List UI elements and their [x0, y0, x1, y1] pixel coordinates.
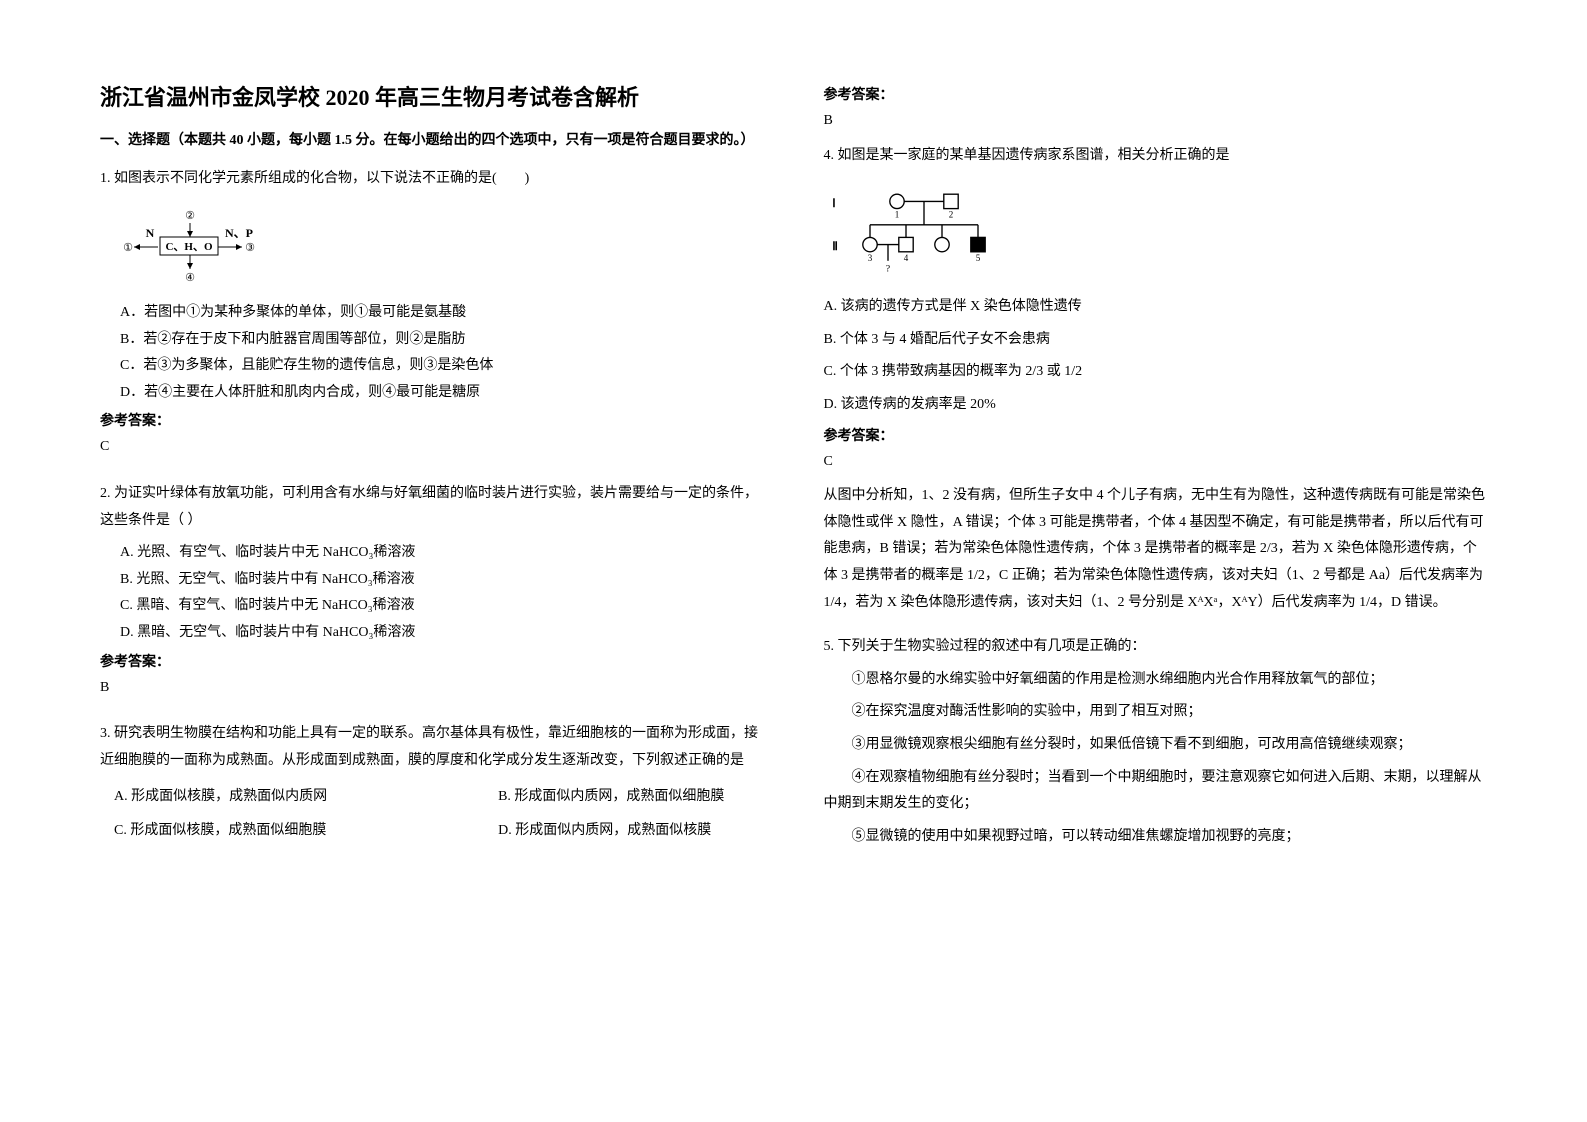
q1-opt-b: B．若②存在于皮下和内脏器官周围等部位，则②是脂肪 — [120, 327, 764, 354]
q3-options-2: C. 形成面似核膜，成熟面似细胞膜 D. 形成面似内质网，成熟面似核膜 — [100, 814, 764, 848]
q3-opt-d: D. 形成面似内质网，成熟面似核膜 — [498, 814, 763, 848]
question-5: 5. 下列关于生物实验过程的叙述中有几项是正确的： ①恩格尔曼的水绵实验中好氧细… — [824, 634, 1488, 856]
svg-text:④: ④ — [185, 272, 195, 284]
svg-text:N: N — [146, 226, 155, 240]
q1-answer-label: 参考答案： — [100, 410, 764, 430]
question-3: 3. 研究表明生物膜在结构和功能上具有一定的联系。高尔基体具有极性，靠近细胞核的… — [100, 721, 764, 847]
q2-answer: B — [100, 675, 764, 702]
q4-opt-a: A. 该病的遗传方式是伴 X 染色体隐性遗传 — [824, 294, 1488, 321]
q4-explanation: 从图中分析知，1、2 没有病，但所生子女中 4 个儿子有病，无中生有为隐性，这种… — [824, 483, 1488, 616]
page-title: 浙江省温州市金凤学校 2020 年高三生物月考试卷含解析 — [100, 80, 764, 112]
svg-text:③: ③ — [245, 242, 255, 254]
q5-item4: ④在观察植物细胞有丝分裂时；当看到一个中期细胞时，要注意观察它如何进入后期、末期… — [824, 765, 1488, 818]
svg-text:①: ① — [123, 242, 133, 254]
q4-answer: C — [824, 449, 1488, 476]
q3-answer: B — [824, 108, 1488, 135]
q1-prompt: 1. 如图表示不同化学元素所组成的化合物，以下说法不正确的是( ) — [100, 166, 764, 193]
q5-prompt: 5. 下列关于生物实验过程的叙述中有几项是正确的： — [824, 634, 1488, 661]
q2-answer-label: 参考答案： — [100, 651, 764, 671]
q3-prompt: 3. 研究表明生物膜在结构和功能上具有一定的联系。高尔基体具有极性，靠近细胞核的… — [100, 721, 764, 774]
q1-answer: C — [100, 434, 764, 461]
q1-opt-a: A．若图中①为某种多聚体的单体，则①最可能是氨基酸 — [120, 300, 764, 327]
q5-item5: ⑤显微镜的使用中如果视野过暗，可以转动细准焦螺旋增加视野的亮度； — [824, 824, 1488, 851]
question-2: 2. 为证实叶绿体有放氧功能，可利用含有水绵与好氧细菌的临时装片进行实验，装片需… — [100, 481, 764, 709]
svg-text:3: 3 — [867, 253, 872, 263]
q5-item1: ①恩格尔曼的水绵实验中好氧细菌的作用是检测水绵细胞内光合作用释放氧气的部位； — [824, 667, 1488, 694]
q2-prompt: 2. 为证实叶绿体有放氧功能，可利用含有水绵与好氧细菌的临时装片进行实验，装片需… — [100, 481, 764, 534]
q4-opt-b: B. 个体 3 与 4 婚配后代子女不会患病 — [824, 327, 1488, 354]
question-4: 4. 如图是某一家庭的某单基因遗传病家系图谱，相关分析正确的是 Ⅰ 1 2 Ⅱ … — [824, 143, 1488, 623]
svg-text:?: ? — [885, 264, 889, 275]
q3-opt-c: C. 形成面似核膜，成熟面似细胞膜 — [100, 814, 498, 848]
q3-opt-a: A. 形成面似核膜，成熟面似内质网 — [100, 780, 498, 814]
svg-text:4: 4 — [903, 253, 908, 263]
svg-text:2: 2 — [948, 210, 953, 220]
q4-opt-c: C. 个体 3 携带致病基因的概率为 2/3 或 1/2 — [824, 359, 1488, 386]
q5-item3: ③用显微镜观察根尖细胞有丝分裂时，如果低倍镜下看不到细胞，可改用高倍镜继续观察； — [824, 732, 1488, 759]
q4-prompt: 4. 如图是某一家庭的某单基因遗传病家系图谱，相关分析正确的是 — [824, 143, 1488, 170]
question-1: 1. 如图表示不同化学元素所组成的化合物，以下说法不正确的是( ) ② N N、… — [100, 166, 764, 469]
q2-opt-d: D. 黑暗、无空气、临时装片中有 NaHCO₃稀溶液 — [120, 620, 764, 647]
q3-opt-b: B. 形成面似内质网，成熟面似细胞膜 — [498, 780, 763, 814]
q1-opt-d: D．若④主要在人体肝脏和肌肉内合成，则④最可能是糖原 — [120, 380, 764, 407]
q2-opt-b: B. 光照、无空气、临时装片中有 NaHCO₃稀溶液 — [120, 567, 764, 594]
svg-text:N、P: N、P — [225, 226, 253, 240]
svg-text:Ⅱ: Ⅱ — [832, 240, 838, 253]
q2-opt-c: C. 黑暗、有空气、临时装片中无 NaHCO₃稀溶液 — [120, 593, 764, 620]
svg-text:5: 5 — [975, 253, 980, 263]
q3-options: A. 形成面似核膜，成熟面似内质网 B. 形成面似内质网，成熟面似细胞膜 — [100, 780, 764, 814]
q2-opt-a: A. 光照、有空气、临时装片中无 NaHCO₃稀溶液 — [120, 540, 764, 567]
q3-answer-label: 参考答案： — [824, 84, 1488, 104]
q4-answer-label: 参考答案： — [824, 425, 1488, 445]
svg-text:Ⅰ: Ⅰ — [832, 197, 835, 210]
q4-opt-d: D. 该遗传病的发病率是 20% — [824, 392, 1488, 419]
left-column: 浙江省温州市金凤学校 2020 年高三生物月考试卷含解析 一、选择题（本题共 4… — [100, 80, 764, 1082]
section-header: 一、选择题（本题共 40 小题，每小题 1.5 分。在每小题给出的四个选项中，只… — [100, 130, 764, 152]
q5-item2: ②在探究温度对酶活性影响的实验中，用到了相互对照； — [824, 699, 1488, 726]
q1-opt-c: C．若③为多聚体，且能贮存生物的遗传信息，则③是染色体 — [120, 353, 764, 380]
svg-text:C、H、O: C、H、O — [165, 241, 212, 253]
q1-diagram: ② N N、P ① C、H、O ③ ④ — [120, 207, 260, 287]
right-column: 参考答案： B 4. 如图是某一家庭的某单基因遗传病家系图谱，相关分析正确的是 … — [824, 80, 1488, 1082]
svg-text:②: ② — [185, 210, 195, 222]
q4-pedigree-diagram: Ⅰ 1 2 Ⅱ 3 4 ? 5 — [824, 187, 1024, 277]
svg-text:1: 1 — [894, 210, 899, 220]
